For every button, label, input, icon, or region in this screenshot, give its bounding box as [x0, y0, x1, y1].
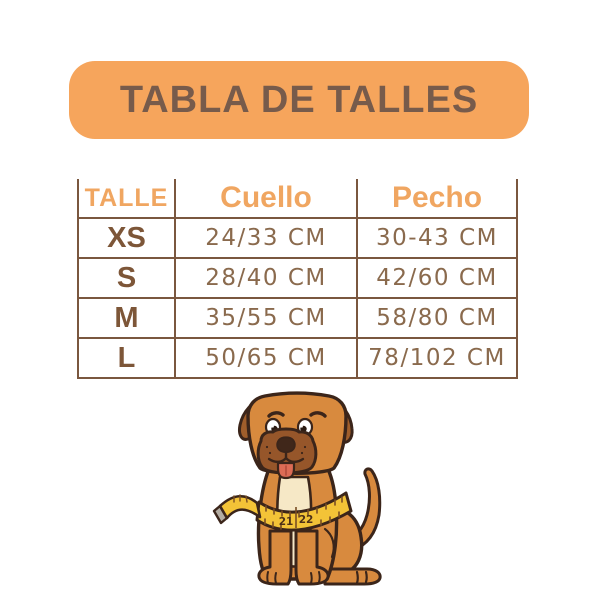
dog-with-measuring-tape-icon: 21 22 — [212, 391, 382, 586]
tape-tick-marks-top — [265, 496, 343, 518]
cuello-cell-s: 28/40 CM — [176, 259, 358, 299]
dog-front-right-leg — [294, 529, 330, 586]
size-cell-l: L — [77, 339, 176, 379]
tape-loose-end — [218, 494, 262, 520]
tape-tick-marks-bottom — [264, 511, 340, 530]
column-header-talle: TALLE — [77, 179, 176, 219]
pecho-cell-l: 78/102 CM — [358, 339, 518, 379]
measuring-tape-band — [255, 491, 353, 532]
cuello-cell-xs: 24/33 CM — [176, 219, 358, 259]
size-cell-s: S — [77, 259, 176, 299]
dog-eyebrows — [267, 411, 327, 418]
pecho-cell-xs: 30-43 CM — [358, 219, 518, 259]
dog-illustration: 21 22 — [195, 385, 410, 600]
cuello-cell-m: 35/55 CM — [176, 299, 358, 339]
size-table: TALLE Cuello Pecho XS 24/33 CM 30-43 CM … — [77, 179, 518, 379]
dog-hind-paw — [323, 567, 382, 586]
pecho-cell-s: 42/60 CM — [358, 259, 518, 299]
title-banner: TABLA DE TALLES — [69, 61, 529, 139]
size-cell-m: M — [77, 299, 176, 339]
measuring-tape: 21 22 — [212, 491, 353, 532]
pecho-cell-m: 58/80 CM — [358, 299, 518, 339]
tape-number-21: 21 — [279, 516, 294, 528]
column-header-cuello: Cuello — [176, 179, 358, 219]
dog-head-group — [238, 391, 354, 480]
size-cell-xs: XS — [77, 219, 176, 259]
dog-nose — [276, 436, 296, 454]
cuello-cell-l: 50/65 CM — [176, 339, 358, 379]
dog-tail — [343, 467, 382, 552]
tape-number-22: 22 — [299, 514, 314, 526]
column-header-pecho: Pecho — [358, 179, 518, 219]
page-title: TABLA DE TALLES — [119, 78, 479, 121]
